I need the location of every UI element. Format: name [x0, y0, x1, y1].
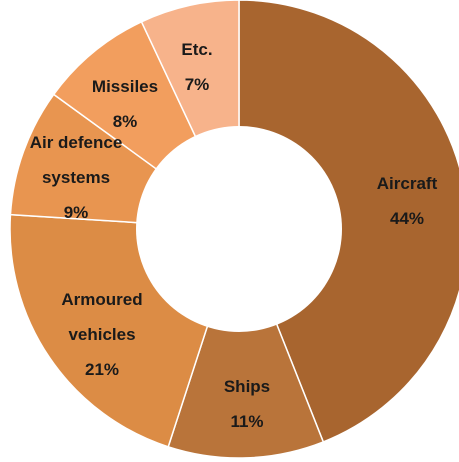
slice-name-label: Air defence	[30, 133, 123, 152]
slice-label: Ships 11%	[224, 377, 270, 431]
slice-name-label: Ships	[224, 377, 270, 396]
slice-value-label: 7%	[185, 75, 210, 94]
slice-labels: Aircraft 44% Ships 11% Armoured vehicles 21% Ai…	[30, 40, 438, 431]
slice-name-label: vehicles	[68, 325, 135, 344]
slice-value-label: 21%	[85, 360, 119, 379]
slice-value-label: 11%	[230, 412, 263, 431]
donut-hole	[136, 126, 342, 332]
slice-label: Armoured vehicles 21%	[61, 290, 142, 379]
slice-label: Aircraft 44%	[377, 174, 438, 228]
donut-slice-aircraft	[238, 0, 459, 443]
slice-label: Etc. 7%	[181, 40, 212, 94]
slice-value-label: 44%	[390, 209, 424, 228]
slice-name-label: systems	[42, 168, 110, 187]
slice-name-label: Aircraft	[377, 174, 438, 193]
slice-name-label: Etc.	[181, 40, 212, 59]
donut-slice-ships	[167, 226, 325, 459]
slice-label: Missiles 8%	[92, 77, 158, 131]
slice-name-label: Armoured	[61, 290, 142, 309]
slice-label: Air defence systems 9%	[30, 133, 123, 222]
slice-name-label: Missiles	[92, 77, 158, 96]
slice-value-label: 8%	[113, 112, 138, 131]
slice-value-label: 9%	[64, 203, 89, 222]
